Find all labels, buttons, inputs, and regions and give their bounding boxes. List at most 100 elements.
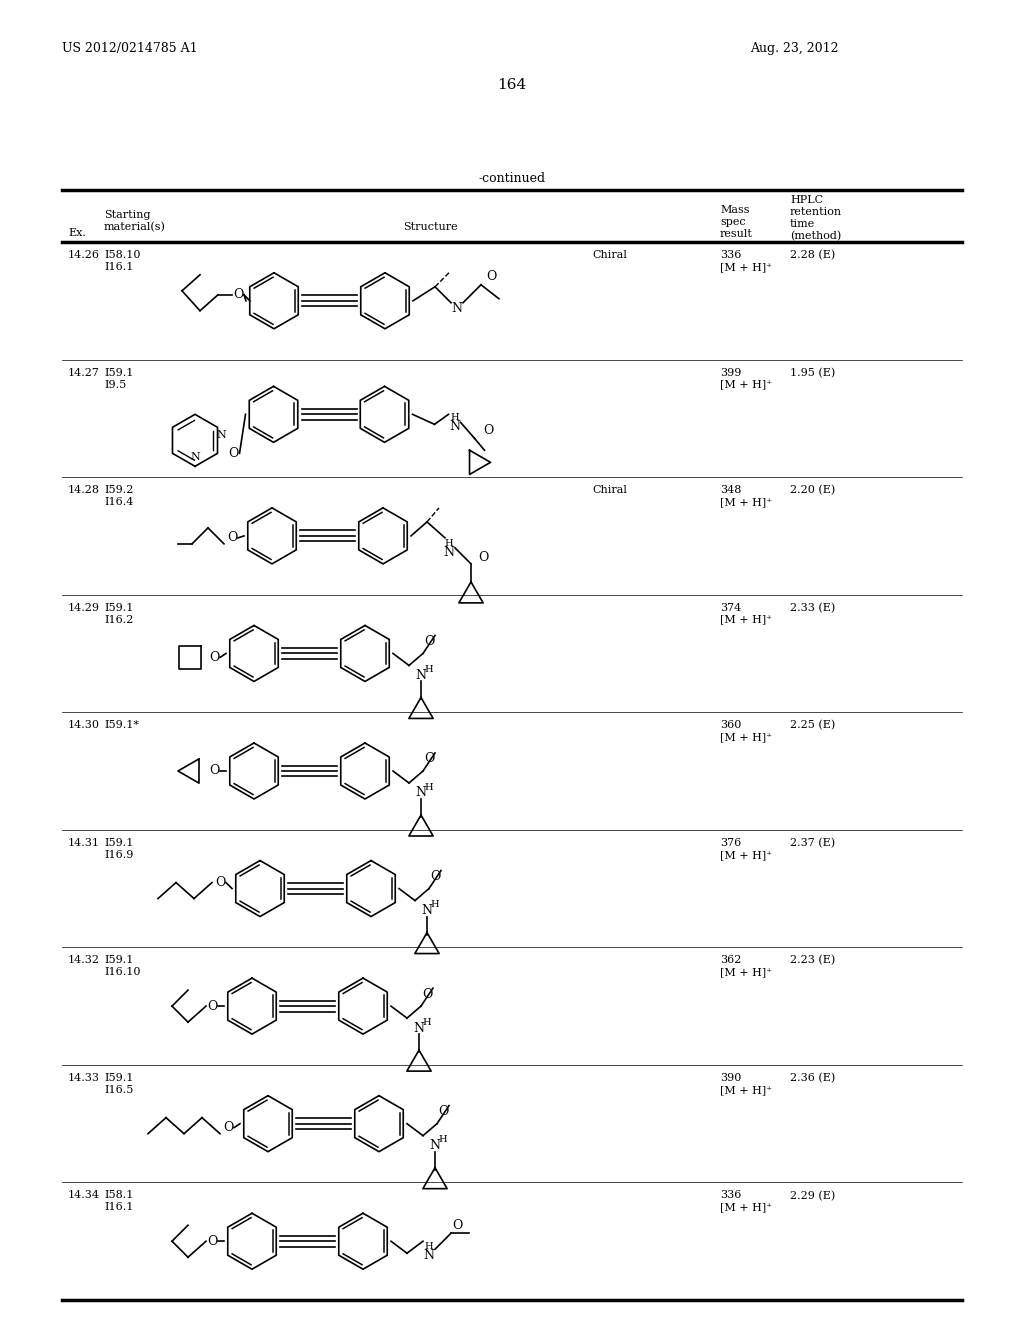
Text: I58.10: I58.10 bbox=[104, 249, 140, 260]
Text: O: O bbox=[422, 987, 432, 1001]
Text: Mass: Mass bbox=[720, 205, 750, 215]
Text: I59.1: I59.1 bbox=[104, 838, 133, 847]
Text: 1.95 (E): 1.95 (E) bbox=[790, 367, 836, 378]
Text: H: H bbox=[444, 540, 454, 548]
Text: 14.34: 14.34 bbox=[68, 1191, 100, 1200]
Text: I16.2: I16.2 bbox=[104, 615, 133, 624]
Text: 374: 374 bbox=[720, 603, 741, 612]
Text: N: N bbox=[429, 1139, 440, 1152]
Text: O: O bbox=[207, 999, 217, 1012]
Text: I16.4: I16.4 bbox=[104, 498, 133, 507]
Text: 2.25 (E): 2.25 (E) bbox=[790, 721, 836, 730]
Text: Starting: Starting bbox=[104, 210, 151, 220]
Text: N: N bbox=[416, 669, 427, 682]
Text: 14.33: 14.33 bbox=[68, 1073, 100, 1082]
Text: I9.5: I9.5 bbox=[104, 380, 126, 389]
Text: O: O bbox=[483, 424, 494, 437]
Text: [M + H]⁺: [M + H]⁺ bbox=[720, 261, 772, 272]
Text: O: O bbox=[215, 876, 225, 890]
Text: 164: 164 bbox=[498, 78, 526, 92]
Text: H: H bbox=[451, 413, 459, 422]
Text: O: O bbox=[485, 271, 497, 284]
Text: 360: 360 bbox=[720, 721, 741, 730]
Text: O: O bbox=[223, 1121, 233, 1134]
Text: 14.26: 14.26 bbox=[68, 249, 100, 260]
Text: 14.32: 14.32 bbox=[68, 956, 100, 965]
Text: 2.37 (E): 2.37 (E) bbox=[790, 838, 836, 847]
Text: O: O bbox=[478, 552, 488, 565]
Text: 14.31: 14.31 bbox=[68, 838, 100, 847]
Text: Structure: Structure bbox=[402, 222, 458, 232]
Text: O: O bbox=[228, 447, 239, 459]
Text: N: N bbox=[190, 453, 200, 462]
Text: O: O bbox=[430, 870, 440, 883]
Text: material(s): material(s) bbox=[104, 222, 166, 232]
Text: I59.1*: I59.1* bbox=[104, 721, 139, 730]
Text: Chiral: Chiral bbox=[592, 249, 627, 260]
Text: 348: 348 bbox=[720, 486, 741, 495]
Text: 14.29: 14.29 bbox=[68, 603, 100, 612]
Text: O: O bbox=[424, 752, 434, 766]
Text: I16.1: I16.1 bbox=[104, 261, 133, 272]
Text: 2.36 (E): 2.36 (E) bbox=[790, 1073, 836, 1084]
Text: [M + H]⁺: [M + H]⁺ bbox=[720, 968, 772, 977]
Text: I16.1: I16.1 bbox=[104, 1203, 133, 1213]
Text: O: O bbox=[424, 635, 434, 648]
Text: 362: 362 bbox=[720, 956, 741, 965]
Text: time: time bbox=[790, 219, 815, 228]
Text: retention: retention bbox=[790, 207, 842, 216]
Text: (method): (method) bbox=[790, 231, 842, 242]
Text: N: N bbox=[452, 302, 463, 315]
Text: H: H bbox=[431, 900, 439, 909]
Text: I58.1: I58.1 bbox=[104, 1191, 133, 1200]
Text: O: O bbox=[232, 288, 243, 301]
Text: I16.9: I16.9 bbox=[104, 850, 133, 859]
Text: O: O bbox=[438, 1105, 449, 1118]
Text: H: H bbox=[438, 1135, 447, 1144]
Text: -continued: -continued bbox=[478, 172, 546, 185]
Text: 2.33 (E): 2.33 (E) bbox=[790, 603, 836, 612]
Text: [M + H]⁺: [M + H]⁺ bbox=[720, 1203, 772, 1213]
Text: Ex.: Ex. bbox=[68, 228, 86, 238]
Text: [M + H]⁺: [M + H]⁺ bbox=[720, 380, 772, 389]
Text: US 2012/0214785 A1: US 2012/0214785 A1 bbox=[62, 42, 198, 55]
Text: O: O bbox=[209, 764, 219, 777]
Text: 336: 336 bbox=[720, 249, 741, 260]
Text: O: O bbox=[452, 1218, 462, 1232]
Text: 14.28: 14.28 bbox=[68, 486, 100, 495]
Text: 2.28 (E): 2.28 (E) bbox=[790, 249, 836, 260]
Text: Aug. 23, 2012: Aug. 23, 2012 bbox=[750, 42, 839, 55]
Text: HPLC: HPLC bbox=[790, 195, 823, 205]
Text: [M + H]⁺: [M + H]⁺ bbox=[720, 615, 772, 624]
Text: H: H bbox=[425, 1242, 433, 1251]
Text: 336: 336 bbox=[720, 1191, 741, 1200]
Text: N: N bbox=[443, 546, 455, 560]
Text: [M + H]⁺: [M + H]⁺ bbox=[720, 733, 772, 742]
Text: O: O bbox=[209, 651, 219, 664]
Text: 2.29 (E): 2.29 (E) bbox=[790, 1191, 836, 1201]
Text: I59.1: I59.1 bbox=[104, 603, 133, 612]
Text: N: N bbox=[449, 420, 460, 433]
Text: [M + H]⁺: [M + H]⁺ bbox=[720, 498, 772, 507]
Text: I59.1: I59.1 bbox=[104, 1073, 133, 1082]
Text: N: N bbox=[416, 787, 427, 800]
Text: 399: 399 bbox=[720, 367, 741, 378]
Text: [M + H]⁺: [M + H]⁺ bbox=[720, 1085, 772, 1094]
Text: O: O bbox=[207, 1234, 217, 1247]
Text: 390: 390 bbox=[720, 1073, 741, 1082]
Text: I16.5: I16.5 bbox=[104, 1085, 133, 1094]
Text: I59.1: I59.1 bbox=[104, 367, 133, 378]
Text: 376: 376 bbox=[720, 838, 741, 847]
Text: [M + H]⁺: [M + H]⁺ bbox=[720, 850, 772, 859]
Text: I16.10: I16.10 bbox=[104, 968, 140, 977]
Text: Chiral: Chiral bbox=[592, 486, 627, 495]
Text: N: N bbox=[422, 904, 432, 917]
Text: 2.20 (E): 2.20 (E) bbox=[790, 486, 836, 495]
Text: I59.1: I59.1 bbox=[104, 956, 133, 965]
Text: H: H bbox=[425, 665, 433, 675]
Text: O: O bbox=[226, 532, 238, 544]
Text: 14.30: 14.30 bbox=[68, 721, 100, 730]
Text: H: H bbox=[425, 783, 433, 792]
Text: H: H bbox=[423, 1018, 431, 1027]
Text: 2.23 (E): 2.23 (E) bbox=[790, 956, 836, 966]
